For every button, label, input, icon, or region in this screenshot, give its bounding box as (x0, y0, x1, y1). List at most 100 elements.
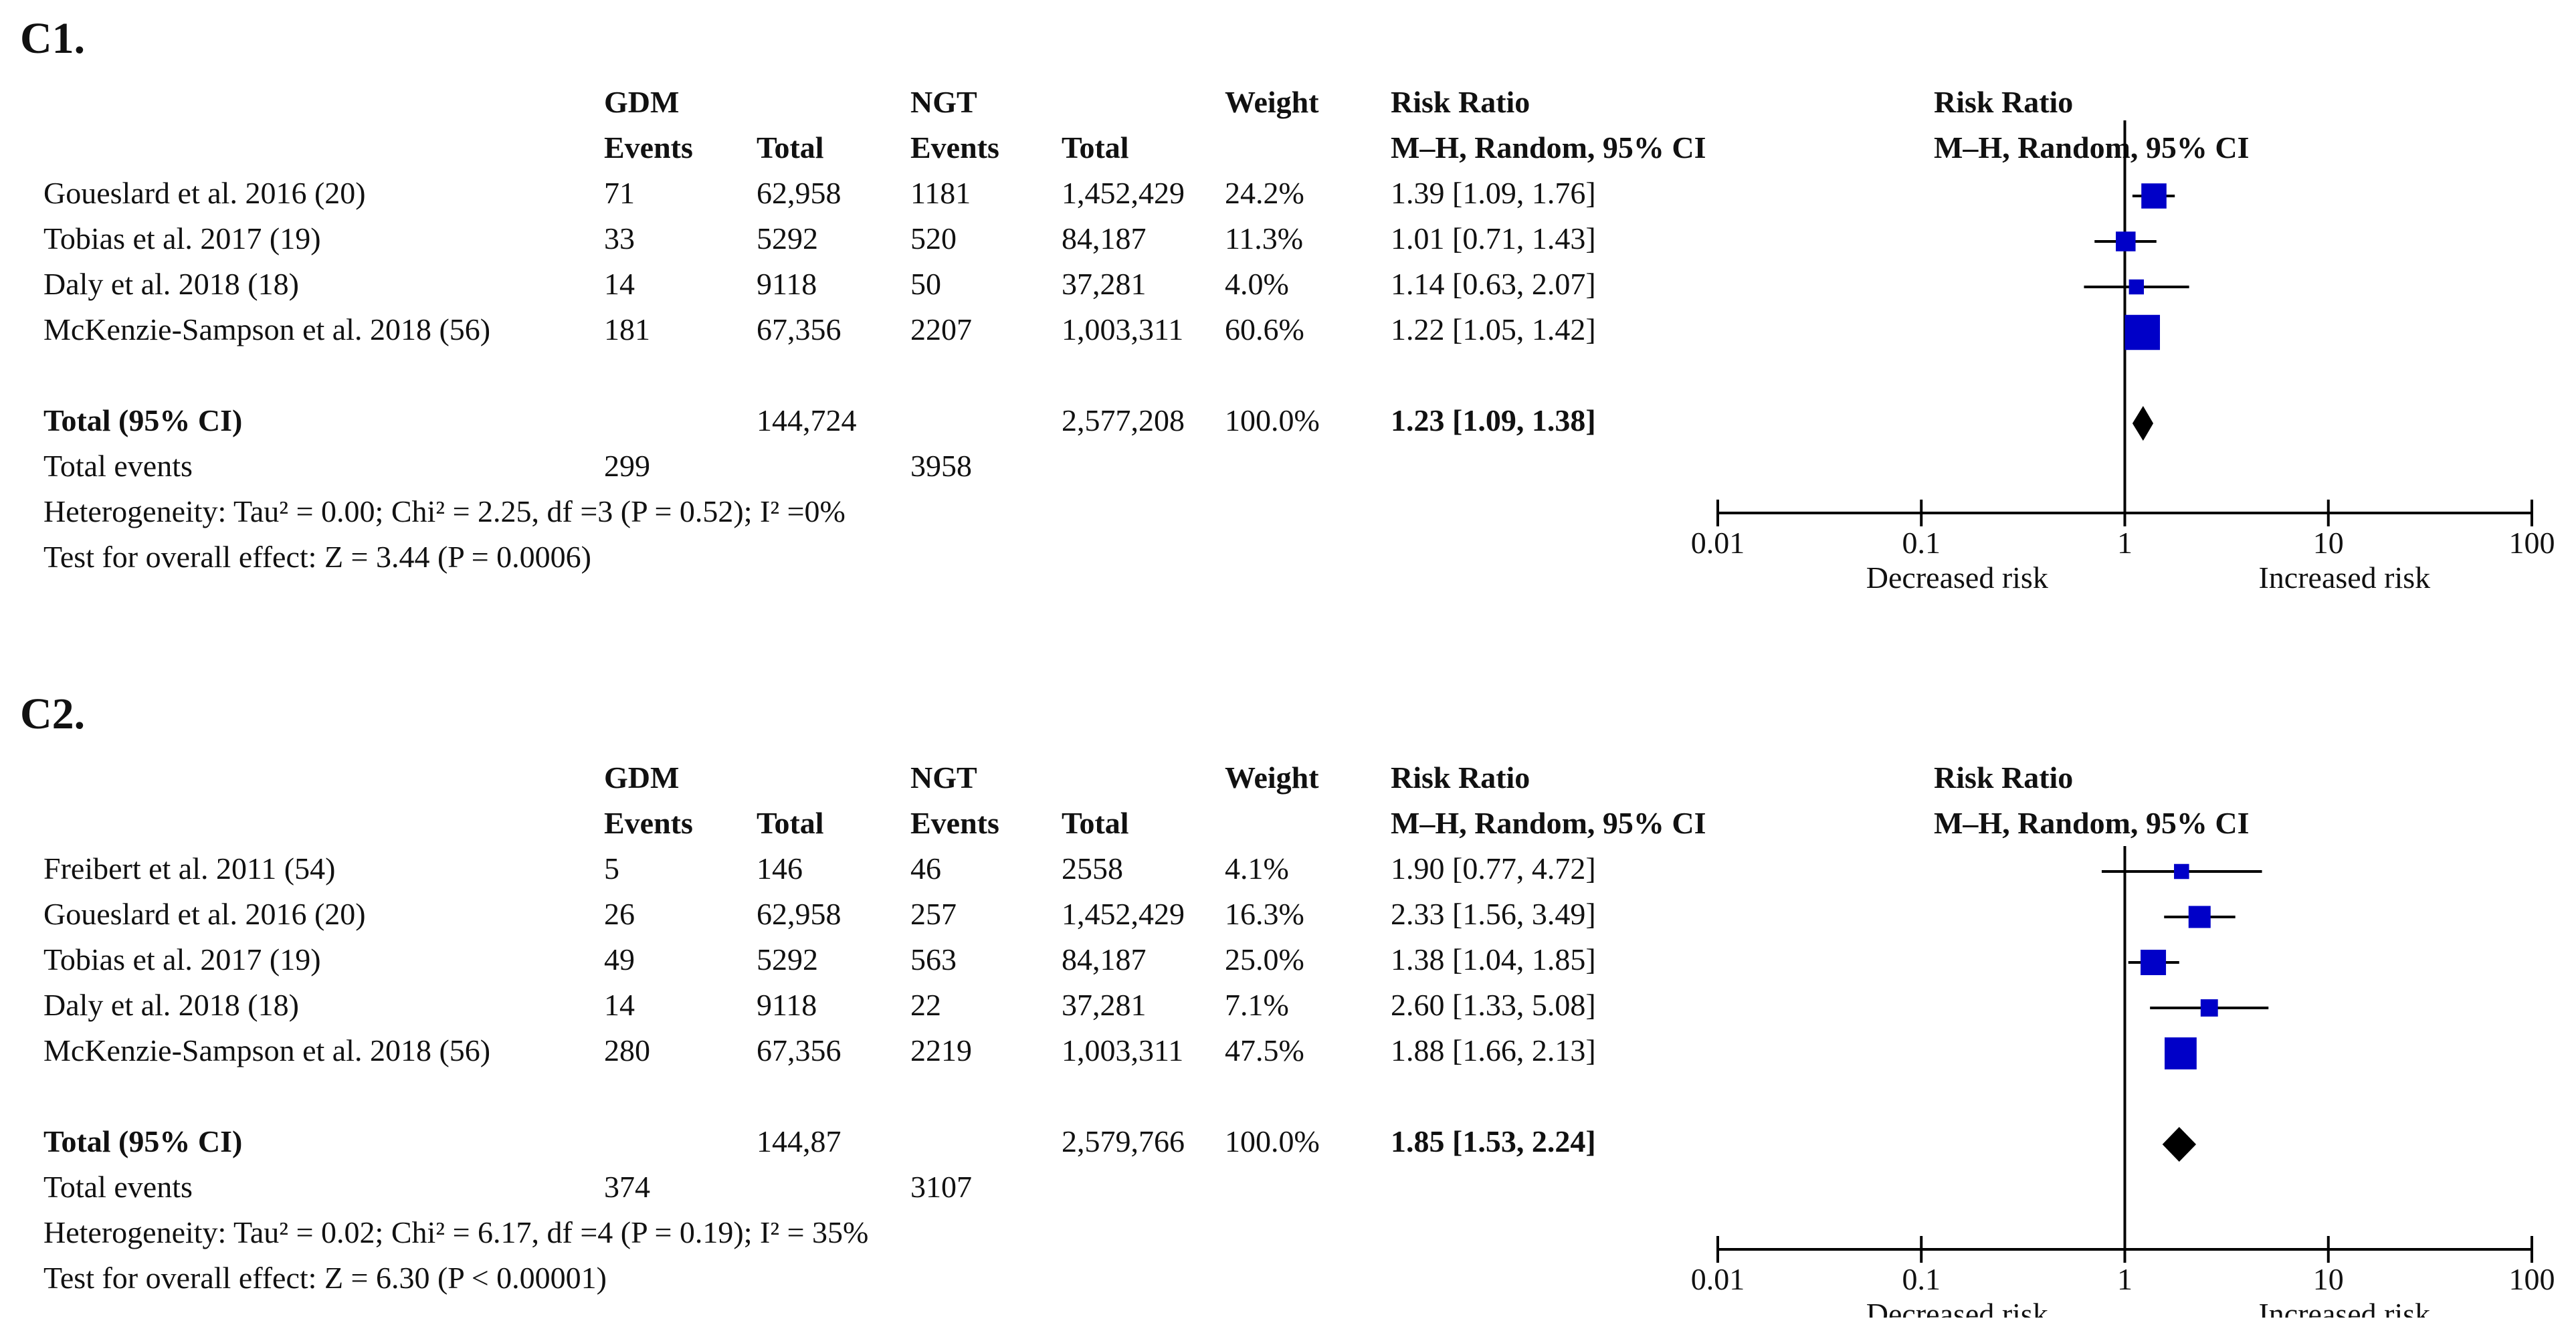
group1-events: 26 (604, 897, 635, 931)
group2-total: 2,577,208 (1062, 403, 1185, 437)
group1-total-events: 299 (604, 449, 650, 483)
panel-label: C1. (20, 14, 86, 63)
total-ci-text: 1.23 [1.09, 1.38] (1391, 403, 1596, 437)
study-marker (2174, 863, 2189, 880)
study-name: Goueslard et al. 2016 (20) (43, 897, 366, 931)
study-name: Daly et al. 2018 (18) (43, 988, 299, 1022)
group2-total-header: Total (1062, 806, 1129, 840)
group1-total: 144,724 (757, 403, 857, 437)
x-tick-label: 100 (2509, 526, 2555, 560)
weight-value: 16.3% (1225, 897, 1304, 931)
group2-total-header: Total (1062, 130, 1129, 165)
weight-header: Weight (1225, 85, 1319, 119)
group2-total: 37,281 (1062, 267, 1147, 301)
group1-events-header: Events (604, 806, 693, 840)
weight-value: 7.1% (1225, 988, 1289, 1022)
group2-events: 2219 (910, 1033, 972, 1067)
overall-effect-text: Test for overall effect: Z = 3.44 (P = 0… (43, 540, 591, 574)
weight-value: 11.3% (1225, 221, 1304, 255)
pooled-diamond (2162, 1127, 2197, 1162)
x-tick-label: 10 (2313, 1262, 2344, 1296)
forest-plot-area: 0.01 0.1 1 10 100 Decreased risk Increased ris… (1691, 120, 2555, 595)
group2-events: 50 (910, 267, 941, 301)
weight-value: 4.0% (1225, 267, 1289, 301)
ci-text: 1.90 [0.77, 4.72] (1391, 851, 1596, 886)
study-marker (2164, 1037, 2197, 1069)
study-name: Tobias et al. 2017 (19) (43, 942, 321, 976)
group2-events: 257 (910, 897, 957, 931)
rr-subheader: M–H, Random, 95% CI (1391, 130, 1706, 165)
group1-events: 71 (604, 176, 635, 210)
group2-total: 84,187 (1062, 221, 1147, 255)
group1-events: 280 (604, 1033, 650, 1067)
study-marker (2124, 314, 2161, 350)
study-marker (2141, 183, 2167, 209)
x-tick-label: 0.01 (1691, 1262, 1745, 1296)
ci-text: 1.38 [1.04, 1.85] (1391, 942, 1596, 976)
weight-value: 4.1% (1225, 851, 1289, 886)
overall-effect-text: Test for overall effect: Z = 6.30 (P < 0… (43, 1261, 607, 1295)
x-tick-label: 0.1 (1902, 1262, 1941, 1296)
total-ci-text: 1.85 [1.53, 2.24] (1391, 1124, 1596, 1158)
decreased-risk-label: Decreased risk (1866, 560, 2048, 595)
forest-plot-area: 0.01 0.1 1 10 100 Decreased risk Increased ris… (1691, 846, 2555, 1318)
group2-events: 1181 (910, 176, 971, 210)
study-marker (2128, 279, 2145, 295)
weight-value: 60.6% (1225, 312, 1304, 346)
weight-value: 24.2% (1225, 176, 1304, 210)
study-marker (2116, 231, 2136, 251)
study-name: Daly et al. 2018 (18) (43, 267, 299, 301)
total-label: Total (95% CI) (43, 403, 243, 437)
x-tick-label: 0.1 (1902, 526, 1941, 560)
weight-value: 25.0% (1225, 942, 1304, 976)
plot-header: Risk Ratio (1934, 760, 2074, 795)
group1-events: 49 (604, 942, 635, 976)
group2-total: 1,003,311 (1062, 312, 1184, 346)
weight-value: 100.0% (1225, 1124, 1320, 1158)
total-label: Total (95% CI) (43, 1124, 243, 1158)
group1-events: 5 (604, 851, 619, 886)
pooled-diamond (2132, 406, 2154, 441)
group2-total: 1,452,429 (1062, 897, 1185, 931)
forest-plot-c1: C1. GDM Events Total NGT Events Total We… (0, 0, 2576, 642)
group2-total: 84,187 (1062, 942, 1147, 976)
group1-total: 144,87 (757, 1124, 841, 1158)
group2-events: 563 (910, 942, 957, 976)
study-marker (2141, 950, 2167, 975)
study-name: McKenzie-Sampson et al. 2018 (56) (43, 1033, 491, 1067)
increased-risk-label: Increased risk (2258, 560, 2430, 595)
weight-header: Weight (1225, 760, 1319, 795)
study-name: Freibert et al. 2011 (54) (43, 851, 336, 886)
group2-total: 1,003,311 (1062, 1033, 1184, 1067)
rr-header: Risk Ratio (1391, 85, 1530, 119)
weight-value: 47.5% (1225, 1033, 1304, 1067)
group1-total-header: Total (757, 130, 824, 165)
group2-total-events: 3107 (910, 1170, 972, 1204)
plot-subheader: M–H, Random, 95% CI (1934, 130, 2250, 165)
group1-total-events: 374 (604, 1170, 650, 1204)
group2-total: 1,452,429 (1062, 176, 1185, 210)
x-tick-label: 100 (2509, 1262, 2555, 1296)
panel-label: C2. (20, 690, 86, 738)
group1-total: 67,356 (757, 1033, 841, 1067)
group2-total: 2,579,766 (1062, 1124, 1185, 1158)
study-name: McKenzie-Sampson et al. 2018 (56) (43, 312, 491, 346)
group1-total: 146 (757, 851, 803, 886)
group2-total-events: 3958 (910, 449, 972, 483)
ci-text: 2.60 [1.33, 5.08] (1391, 988, 1596, 1022)
group1-total: 5292 (757, 942, 818, 976)
ci-text: 1.88 [1.66, 2.13] (1391, 1033, 1596, 1067)
group2-total: 2558 (1062, 851, 1123, 886)
study-name: Tobias et al. 2017 (19) (43, 221, 321, 255)
ci-text: 1.14 [0.63, 2.07] (1391, 267, 1596, 301)
group2-events: 46 (910, 851, 941, 886)
forest-plot-c2: C2. GDM Events Total NGT Events Total We… (0, 676, 2576, 1318)
group2-events: 520 (910, 221, 957, 255)
study-marker (2188, 906, 2211, 928)
group1-events: 181 (604, 312, 650, 346)
x-tick-label: 0.01 (1691, 526, 1745, 560)
group2-events-header: Events (910, 130, 999, 165)
decreased-risk-label: Decreased risk (1866, 1297, 2048, 1318)
group1-events: 14 (604, 988, 635, 1022)
group2-header: NGT (910, 85, 977, 119)
